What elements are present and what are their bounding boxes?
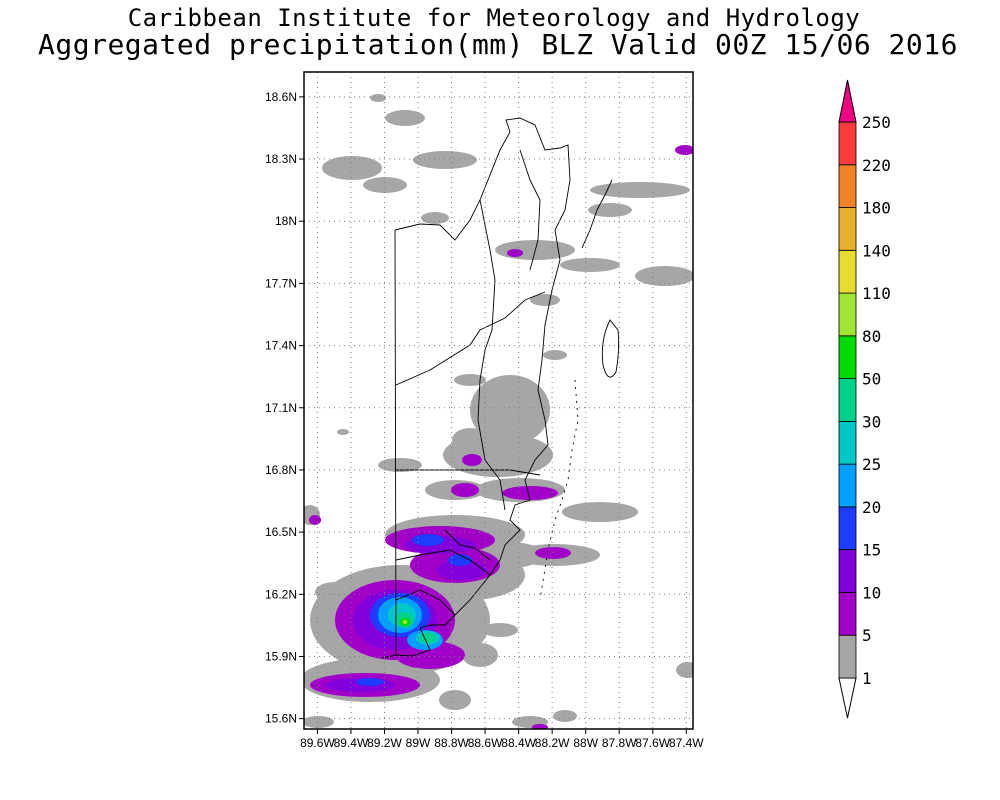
colorbar-label: 140 [862, 241, 891, 260]
lon-tick-label: 88W [573, 736, 598, 750]
institute-title: Caribbean Institute for Meteorology and … [127, 4, 861, 32]
colorbar-label: 180 [862, 199, 891, 218]
colorbar-box [838, 121, 857, 166]
lon-tick-label: 88.2W [535, 736, 570, 750]
colorbar-label: 25 [862, 455, 881, 474]
lon-tick-label: 87.8W [602, 736, 637, 750]
colorbar-box [838, 292, 857, 337]
colorbar-box [838, 335, 857, 380]
lat-tick-label: 18.3N [265, 152, 297, 166]
lat-tick-label: 16.2N [265, 587, 297, 601]
precip-80-110mm [402, 620, 408, 624]
mexico-border [394, 117, 571, 241]
colorbar-label: 30 [862, 412, 881, 431]
lat-tick-label: 17.7N [265, 276, 297, 290]
colorbar-box [838, 549, 857, 593]
district-line-6 [444, 529, 491, 561]
colorbar-box [838, 463, 857, 508]
barrier-reef [539, 379, 579, 601]
colorbar-label: 5 [862, 626, 872, 645]
colorbar-label: 1 [862, 669, 872, 688]
colorbar-box [838, 506, 857, 551]
map-title: Aggregated precipitation(mm) BLZ Valid 0… [38, 28, 958, 61]
lat-tick-label: 15.9N [265, 649, 297, 663]
colorbar-label: 15 [862, 541, 881, 560]
district-line-5 [519, 149, 541, 271]
colorbar-box [838, 420, 857, 465]
lat-tick-label: 18.6N [265, 90, 297, 104]
colorbar-label: 250 [862, 113, 891, 132]
colorbar-label: 220 [862, 156, 891, 175]
lon-tick-label: 88.6W [468, 736, 503, 750]
lat-tick-label: 17.4N [265, 339, 297, 353]
coastline [419, 229, 561, 629]
district-line-7 [395, 589, 456, 616]
colorbar-box [838, 164, 857, 208]
colorbar-box [838, 634, 857, 679]
colorbar-label: 20 [862, 498, 881, 517]
turneffe-atoll [601, 319, 620, 378]
colorbar-label: 50 [862, 370, 881, 389]
district-line-1 [395, 291, 546, 386]
lon-tick-label: 89.4W [334, 736, 369, 750]
colorbar-label: 80 [862, 327, 881, 346]
colorbar-over-triangle [838, 79, 857, 123]
colorbar-box [838, 592, 857, 636]
precipitation-field [304, 94, 693, 729]
boundaries [381, 117, 620, 659]
lon-tick-label: 88.4W [501, 736, 536, 750]
lat-tick-label: 16.5N [265, 525, 297, 539]
lon-tick-label: 89W [406, 736, 431, 750]
lat-tick-label: 17.1N [265, 401, 297, 415]
ambergris-caye [581, 179, 613, 249]
lon-tick-label: 87.6W [635, 736, 670, 750]
district-line-4 [477, 199, 506, 511]
colorbar-label: 110 [862, 284, 891, 303]
lon-tick-label: 89.2W [367, 736, 402, 750]
lat-tick-label: 16.8N [265, 463, 297, 477]
colorbar-under-triangle [838, 677, 857, 719]
latitude-labels: 18.6N 18.3N 18N 17.7N 17.4N 17.1N 16.8N 16.5N 16… [265, 90, 304, 726]
lat-tick-label: 15.6N [265, 712, 297, 726]
lon-tick-label: 89.6W [300, 736, 335, 750]
colorbar-label: 10 [862, 583, 881, 602]
lat-tick-label: 18N [275, 214, 297, 228]
district-line-3 [395, 549, 491, 576]
map-frame [303, 71, 694, 730]
colorbar-box [838, 207, 857, 251]
lon-tick-label: 88.8W [434, 736, 469, 750]
lon-tick-label: 87.4W [669, 736, 704, 750]
colorbar-box [838, 249, 857, 294]
southern-border [395, 627, 431, 657]
colorbar-box [838, 378, 857, 422]
